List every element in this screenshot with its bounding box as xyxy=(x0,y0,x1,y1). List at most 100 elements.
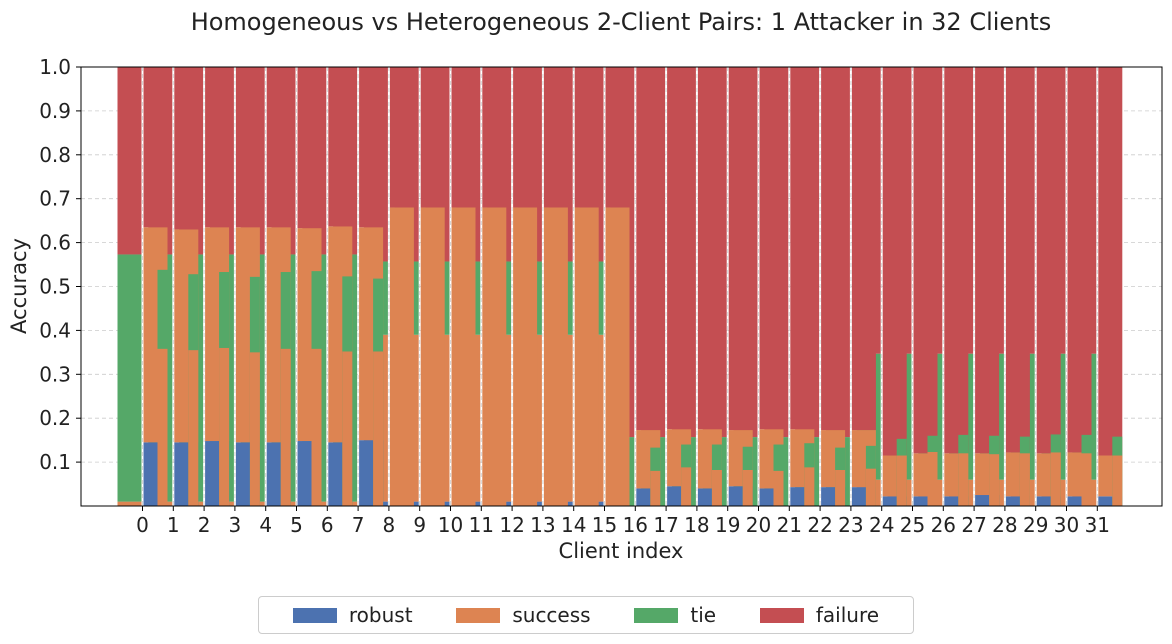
bar-heterogeneous-failure-23 xyxy=(851,67,876,431)
bar-heterogeneous-robust-28 xyxy=(1005,496,1030,506)
x-tick-label: 10 xyxy=(438,513,463,537)
legend-swatch-robust xyxy=(292,607,337,623)
bar-heterogeneous-failure-4 xyxy=(266,67,291,228)
overlay-success-3 xyxy=(249,352,260,506)
overlay-success-22 xyxy=(835,470,846,506)
overlay-success-19 xyxy=(742,470,753,506)
bar-heterogeneous-failure-24 xyxy=(882,67,907,456)
y-tick-label: 0.9 xyxy=(39,99,71,123)
legend-item-robust: robust xyxy=(292,603,413,627)
x-tick-label: 9 xyxy=(413,513,426,537)
y-tick-label: 0.7 xyxy=(39,187,71,211)
bar-heterogeneous-robust-24 xyxy=(882,496,907,506)
bar-heterogeneous-failure-21 xyxy=(790,67,815,430)
x-tick-label: 8 xyxy=(383,513,396,537)
x-tick-label: 17 xyxy=(653,513,678,537)
x-tick-label: 25 xyxy=(900,513,925,537)
x-tick-label: 1 xyxy=(167,513,180,537)
bar-heterogeneous-failure-0 xyxy=(143,67,168,228)
overlay-success-1 xyxy=(188,350,199,506)
bar-heterogeneous-failure-28 xyxy=(1005,67,1030,453)
bar-homogeneous-success-0 xyxy=(117,501,142,506)
bar-heterogeneous-failure-31 xyxy=(1098,67,1123,456)
bar-heterogeneous-failure-12 xyxy=(513,67,538,208)
bar-heterogeneous-failure-7 xyxy=(359,67,384,228)
x-axis-label: Client index xyxy=(559,539,684,563)
overlay-success-21 xyxy=(804,467,815,506)
x-tick-labels: 0 1 2 3 4 5 6 7 8 9 10 11 12 13 14 15 16 17 18 19 20 21 22 23 24… xyxy=(136,506,1110,537)
overlay-success-29 xyxy=(1050,452,1061,506)
bar-heterogeneous-robust-31 xyxy=(1098,496,1123,506)
x-tick-label: 20 xyxy=(746,513,771,537)
bar-heterogeneous-failure-22 xyxy=(821,67,846,431)
x-tick-label: 14 xyxy=(561,513,586,537)
bar-heterogeneous-failure-3 xyxy=(235,67,260,228)
overlay-success-18 xyxy=(711,470,722,506)
bar-heterogeneous-success-8 xyxy=(389,207,414,507)
bar-heterogeneous-success-9 xyxy=(420,207,445,507)
x-tick-label: 19 xyxy=(715,513,740,537)
bar-heterogeneous-failure-10 xyxy=(451,67,476,208)
legend-label-success: success xyxy=(512,603,591,627)
bar-heterogeneous-failure-29 xyxy=(1036,67,1061,454)
bar-heterogeneous-failure-11 xyxy=(482,67,507,208)
legend-label-failure: failure xyxy=(815,603,880,627)
y-tick-label: 1.0 xyxy=(39,55,71,79)
bar-heterogeneous-success-14 xyxy=(574,207,599,507)
y-tick-label: 0.6 xyxy=(39,231,71,255)
bar-heterogeneous-failure-1 xyxy=(174,67,199,230)
x-tick-label: 11 xyxy=(469,513,494,537)
y-tick-label: 0.5 xyxy=(39,275,71,299)
x-tick-label: 6 xyxy=(321,513,334,537)
bar-heterogeneous-success-10 xyxy=(451,207,476,507)
x-tick-label: 3 xyxy=(229,513,242,537)
bar-heterogeneous-failure-13 xyxy=(543,67,568,208)
bar-heterogeneous-robust-30 xyxy=(1067,496,1092,506)
x-tick-label: 2 xyxy=(198,513,211,537)
x-tick-label: 29 xyxy=(1023,513,1048,537)
bar-heterogeneous-robust-26 xyxy=(944,496,969,506)
overlay-success-7 xyxy=(373,351,384,506)
x-tick-label: 13 xyxy=(530,513,555,537)
x-tick-label: 21 xyxy=(777,513,802,537)
bar-heterogeneous-success-11 xyxy=(482,207,507,507)
y-tick-label: 0.4 xyxy=(39,318,71,342)
legend-swatch-tie xyxy=(634,607,679,623)
bar-heterogeneous-failure-14 xyxy=(574,67,599,208)
chart-title: Homogeneous vs Heterogeneous 2-Client Pa… xyxy=(191,8,1052,36)
overlay-success-0 xyxy=(157,348,168,506)
bar-heterogeneous-failure-5 xyxy=(297,67,322,229)
bar-heterogeneous-robust-29 xyxy=(1036,496,1061,506)
x-tick-label: 5 xyxy=(290,513,303,537)
overlay-success-6 xyxy=(342,351,353,506)
bar-heterogeneous-success-13 xyxy=(543,207,568,507)
overlay-success-23 xyxy=(865,468,876,506)
x-tick-label: 7 xyxy=(352,513,365,537)
bar-heterogeneous-robust-27 xyxy=(975,495,1000,506)
overlay-success-16 xyxy=(650,470,661,506)
legend-item-failure: failure xyxy=(759,603,880,627)
x-tick-label: 12 xyxy=(499,513,524,537)
x-tick-label: 24 xyxy=(869,513,894,537)
bar-heterogeneous-success-12 xyxy=(513,207,538,507)
overlay-success-24 xyxy=(896,455,907,506)
bar-homogeneous-tie-0 xyxy=(117,254,142,502)
bar-heterogeneous-failure-16 xyxy=(636,67,661,431)
y-tick-label: 0.3 xyxy=(39,362,71,386)
overlay-success-27 xyxy=(989,454,1000,506)
bar-heterogeneous-failure-27 xyxy=(975,67,1000,454)
bar-heterogeneous-failure-17 xyxy=(667,67,692,430)
legend: robust success tie failure xyxy=(258,596,914,634)
legend-swatch-failure xyxy=(759,607,804,623)
overlay-success-20 xyxy=(773,470,784,506)
bar-heterogeneous-failure-26 xyxy=(944,67,969,454)
x-tick-label: 31 xyxy=(1085,513,1110,537)
legend-item-tie: tie xyxy=(634,603,716,627)
bar-heterogeneous-success-15 xyxy=(605,207,630,507)
legend-item-success: success xyxy=(456,603,591,627)
bar-heterogeneous-failure-15 xyxy=(605,67,630,208)
overlay-success-28 xyxy=(1019,453,1030,506)
legend-swatch-success xyxy=(456,607,501,623)
overlay-success-26 xyxy=(958,453,969,506)
bar-heterogeneous-robust-25 xyxy=(913,496,938,506)
